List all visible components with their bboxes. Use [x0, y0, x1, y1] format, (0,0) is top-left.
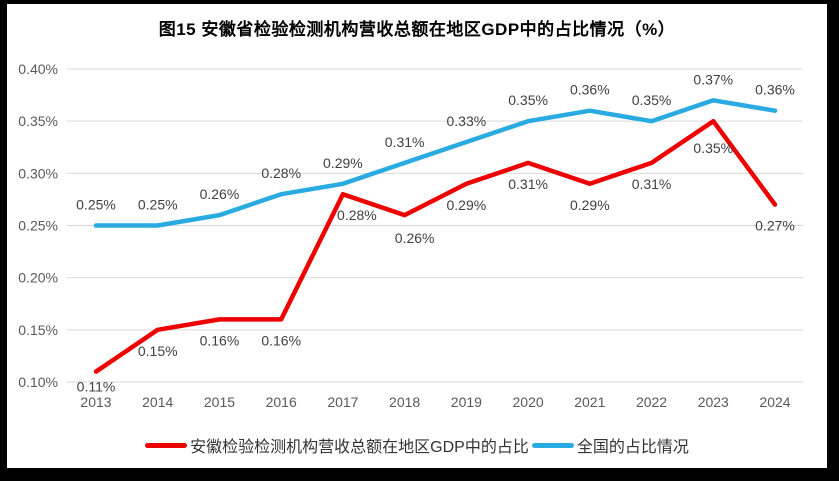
x-tick-label: 2024	[759, 394, 790, 410]
data-label: 0.31%	[385, 134, 425, 150]
y-tick-label: 0.30%	[18, 165, 58, 181]
data-label: 0.35%	[693, 140, 733, 156]
data-label: 0.11%	[77, 379, 116, 395]
legend-line-swatch-national	[531, 442, 574, 448]
chart-title: 图15 安徽省检验检测机构营收总额在地区GDP中的占比情况（%）	[158, 20, 676, 39]
legend-label-anhui: 安徽检验检测机构营收总额在地区GDP中的占比	[190, 439, 529, 456]
legend-item-national: 全国的占比情况	[531, 433, 689, 457]
data-label: 0.16%	[261, 332, 301, 348]
x-axis-labels: 2013 2014 2015 2016 2017 2018 2019 2020 2021 2022…	[80, 394, 790, 410]
data-label: 0.33%	[447, 113, 487, 129]
x-tick-label: 2020	[513, 394, 544, 410]
series-line-national	[93, 98, 778, 228]
data-label: 0.16%	[200, 332, 240, 348]
legend-label-national: 全国的占比情况	[576, 439, 689, 456]
x-tick-label: 2019	[451, 394, 482, 410]
y-tick-label: 0.40%	[18, 61, 58, 77]
gridlines	[67, 68, 803, 383]
data-label: 0.15%	[138, 343, 178, 359]
y-tick-label: 0.20%	[18, 270, 58, 286]
chart-frame: 图15 安徽省检验检测机构营收总额在地区GDP中的占比情况（%） 0.40% 0.…	[7, 4, 827, 468]
data-label: 0.26%	[200, 186, 240, 202]
x-tick-label: 2016	[266, 394, 297, 410]
data-labels-anhui: 0.11% 0.15% 0.16% 0.16% 0.28% 0.26% 0.29% 0.31%…	[77, 140, 795, 394]
data-label: 0.37%	[693, 71, 733, 87]
data-label: 0.35%	[508, 92, 548, 108]
legend-item-anhui: 安徽检验检测机构营收总额在地区GDP中的占比	[145, 433, 529, 457]
y-axis-labels: 0.40% 0.35% 0.30% 0.25% 0.20% 0.15% 0.10%	[18, 61, 58, 390]
data-label: 0.25%	[138, 197, 178, 213]
data-label: 0.31%	[632, 176, 672, 192]
y-tick-label: 0.25%	[18, 218, 58, 234]
data-label: 0.28%	[337, 207, 377, 223]
x-tick-label: 2018	[389, 394, 420, 410]
data-label: 0.36%	[755, 82, 795, 98]
x-tick-label: 2014	[142, 394, 173, 410]
legend-line-swatch-anhui	[145, 442, 188, 448]
x-tick-label: 2022	[636, 394, 667, 410]
chart-legend: 安徽检验检测机构营收总额在地区GDP中的占比 全国的占比情况	[7, 433, 827, 457]
x-tick-label: 2013	[80, 394, 111, 410]
data-label: 0.29%	[323, 155, 363, 171]
x-tick-label: 2021	[574, 394, 605, 410]
x-tick-label: 2023	[698, 394, 729, 410]
data-label: 0.26%	[395, 230, 435, 246]
x-tick-label: 2017	[327, 394, 358, 410]
data-labels-national: 0.25% 0.25% 0.26% 0.28% 0.29% 0.31% 0.33% 0.35%…	[76, 71, 795, 212]
x-tick-label: 2015	[204, 394, 235, 410]
data-label: 0.27%	[755, 218, 795, 234]
data-label: 0.25%	[76, 197, 116, 213]
chart-plot-area: 0.40%0.35%0.30%0.25%0.20%0.15%0.10%2013 2…	[18, 61, 803, 410]
data-label: 0.35%	[632, 92, 672, 108]
data-label: 0.36%	[570, 82, 610, 98]
y-tick-label: 0.10%	[18, 374, 58, 390]
y-tick-label: 0.15%	[18, 322, 58, 338]
data-label: 0.31%	[508, 176, 548, 192]
data-label: 0.28%	[261, 165, 301, 181]
series-line-anhui	[93, 118, 778, 374]
data-label: 0.29%	[570, 197, 610, 213]
y-tick-label: 0.35%	[18, 113, 58, 129]
data-label: 0.29%	[447, 197, 487, 213]
